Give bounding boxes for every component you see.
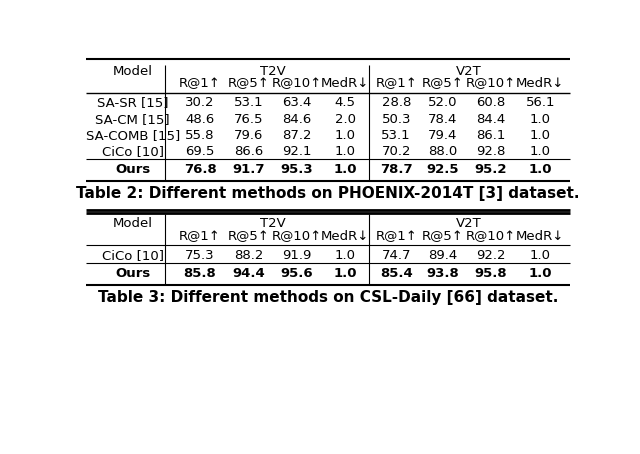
- Text: 88.0: 88.0: [428, 145, 458, 158]
- Text: R@10↑: R@10↑: [466, 230, 516, 243]
- Text: 56.1: 56.1: [525, 97, 555, 109]
- Text: 1.0: 1.0: [335, 129, 356, 142]
- Text: 93.8: 93.8: [426, 267, 459, 281]
- Text: MedR↓: MedR↓: [516, 230, 564, 243]
- Text: Ours: Ours: [115, 163, 150, 177]
- Text: SA-COMB [15]: SA-COMB [15]: [86, 129, 180, 142]
- Text: 85.8: 85.8: [184, 267, 216, 281]
- Text: 1.0: 1.0: [530, 113, 551, 126]
- Text: 91.9: 91.9: [282, 249, 312, 262]
- Text: V2T: V2T: [456, 65, 481, 78]
- Text: Table 2: Different methods on PHOENIX-2014T [3] dataset.: Table 2: Different methods on PHOENIX-20…: [76, 186, 580, 201]
- Text: 4.5: 4.5: [335, 97, 356, 109]
- Text: 1.0: 1.0: [335, 145, 356, 158]
- Text: R@1↑: R@1↑: [179, 77, 221, 90]
- Text: 95.8: 95.8: [474, 267, 507, 281]
- Text: 1.0: 1.0: [530, 145, 551, 158]
- Text: 92.5: 92.5: [426, 163, 459, 177]
- Text: 92.1: 92.1: [282, 145, 312, 158]
- Text: 1.0: 1.0: [333, 163, 357, 177]
- Text: CiCo [10]: CiCo [10]: [102, 145, 164, 158]
- Text: 92.8: 92.8: [476, 145, 506, 158]
- Text: 1.0: 1.0: [530, 129, 551, 142]
- Text: 50.3: 50.3: [381, 113, 411, 126]
- Text: MedR↓: MedR↓: [516, 77, 564, 90]
- Text: V2T: V2T: [456, 217, 481, 230]
- Text: 52.0: 52.0: [428, 97, 458, 109]
- Text: MedR↓: MedR↓: [321, 230, 369, 243]
- Text: 75.3: 75.3: [186, 249, 215, 262]
- Text: 92.2: 92.2: [476, 249, 506, 262]
- Text: 28.8: 28.8: [381, 97, 411, 109]
- Text: 87.2: 87.2: [282, 129, 312, 142]
- Text: 78.4: 78.4: [428, 113, 458, 126]
- Text: 94.4: 94.4: [232, 267, 266, 281]
- Text: 79.4: 79.4: [428, 129, 458, 142]
- Text: 53.1: 53.1: [234, 97, 264, 109]
- Text: Table 3: Different methods on CSL-Daily [66] dataset.: Table 3: Different methods on CSL-Daily …: [98, 290, 558, 305]
- Text: 55.8: 55.8: [186, 129, 215, 142]
- Text: 88.2: 88.2: [234, 249, 264, 262]
- Text: 63.4: 63.4: [282, 97, 312, 109]
- Text: 91.7: 91.7: [233, 163, 265, 177]
- Text: 79.6: 79.6: [234, 129, 264, 142]
- Text: 2.0: 2.0: [335, 113, 356, 126]
- Text: Ours: Ours: [115, 267, 150, 281]
- Text: 95.6: 95.6: [281, 267, 314, 281]
- Text: R@5↑: R@5↑: [228, 77, 270, 90]
- Text: 95.2: 95.2: [474, 163, 507, 177]
- Text: T2V: T2V: [260, 65, 285, 78]
- Text: CiCo [10]: CiCo [10]: [102, 249, 164, 262]
- Text: 1.0: 1.0: [530, 249, 551, 262]
- Text: 1.0: 1.0: [333, 267, 357, 281]
- Text: R@5↑: R@5↑: [228, 230, 270, 243]
- Text: SA-CM [15]: SA-CM [15]: [95, 113, 170, 126]
- Text: R@1↑: R@1↑: [179, 230, 221, 243]
- Text: 1.0: 1.0: [335, 249, 356, 262]
- Text: 74.7: 74.7: [381, 249, 411, 262]
- Text: R@10↑: R@10↑: [272, 230, 322, 243]
- Text: R@5↑: R@5↑: [422, 230, 463, 243]
- Text: 48.6: 48.6: [186, 113, 215, 126]
- Text: 95.3: 95.3: [281, 163, 314, 177]
- Text: 84.6: 84.6: [282, 113, 312, 126]
- Text: 86.6: 86.6: [234, 145, 264, 158]
- Text: 60.8: 60.8: [476, 97, 506, 109]
- Text: MedR↓: MedR↓: [321, 77, 369, 90]
- Text: 1.0: 1.0: [529, 267, 552, 281]
- Text: 84.4: 84.4: [476, 113, 506, 126]
- Text: 69.5: 69.5: [186, 145, 215, 158]
- Text: R@10↑: R@10↑: [466, 77, 516, 90]
- Text: 89.4: 89.4: [428, 249, 458, 262]
- Text: 86.1: 86.1: [476, 129, 506, 142]
- Text: Model: Model: [113, 65, 153, 78]
- Text: 53.1: 53.1: [381, 129, 411, 142]
- Text: 76.8: 76.8: [184, 163, 216, 177]
- Text: 76.5: 76.5: [234, 113, 264, 126]
- Text: R@1↑: R@1↑: [375, 77, 417, 90]
- Text: T2V: T2V: [260, 217, 285, 230]
- Text: SA-SR [15]: SA-SR [15]: [97, 97, 168, 109]
- Text: R@1↑: R@1↑: [375, 230, 417, 243]
- Text: R@5↑: R@5↑: [422, 77, 463, 90]
- Text: R@10↑: R@10↑: [272, 77, 322, 90]
- Text: 30.2: 30.2: [186, 97, 215, 109]
- Text: 1.0: 1.0: [529, 163, 552, 177]
- Text: 70.2: 70.2: [381, 145, 411, 158]
- Text: 78.7: 78.7: [380, 163, 413, 177]
- Text: Model: Model: [113, 217, 153, 230]
- Text: 85.4: 85.4: [380, 267, 413, 281]
